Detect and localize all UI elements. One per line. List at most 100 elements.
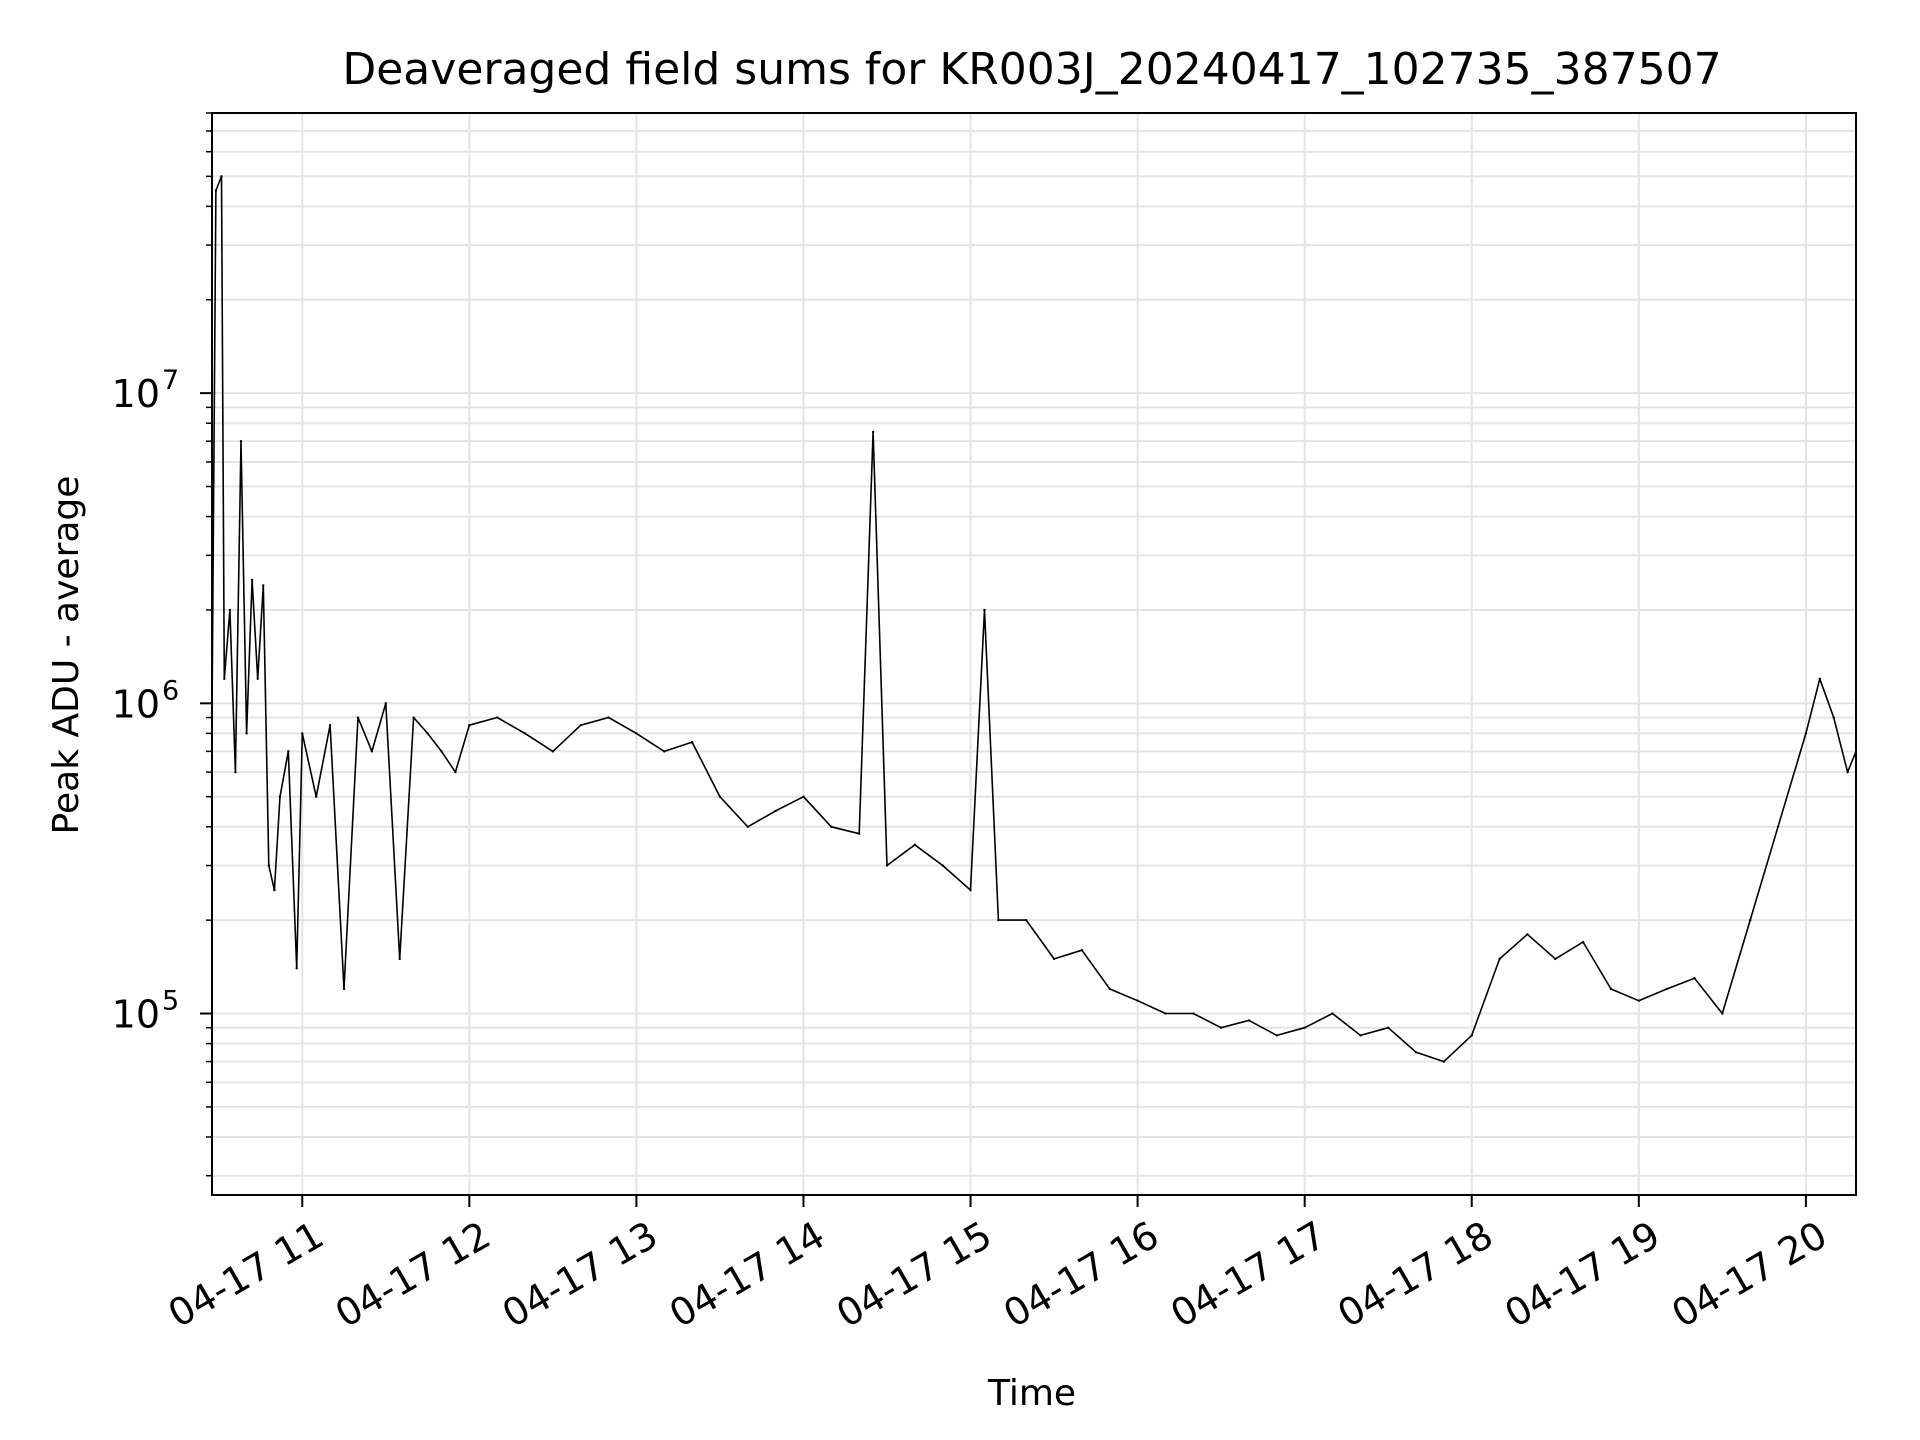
x-tick-label: 04-17 20 xyxy=(1664,1213,1834,1337)
data-point xyxy=(239,439,243,443)
data-point xyxy=(1387,1026,1390,1029)
data-point xyxy=(278,795,282,798)
data-point xyxy=(384,702,387,705)
data-point xyxy=(1665,987,1668,991)
x-tick-label: 04-17 13 xyxy=(495,1213,665,1337)
x-tick-label: 04-17 19 xyxy=(1497,1213,1667,1337)
data-point xyxy=(1136,999,1139,1002)
data-point xyxy=(250,578,254,582)
data-point xyxy=(579,724,582,727)
data-point xyxy=(774,809,777,813)
data-point xyxy=(287,750,290,753)
data-point xyxy=(301,732,304,735)
x-axis-title: Time xyxy=(987,1373,1076,1414)
data-point xyxy=(1164,1012,1167,1015)
data-point xyxy=(1693,976,1696,980)
data-point xyxy=(223,677,226,680)
data-point xyxy=(718,795,722,798)
data-point xyxy=(267,864,271,867)
data-point xyxy=(220,175,223,178)
data-point xyxy=(913,843,917,846)
x-tick-label: 04-17 18 xyxy=(1330,1213,1500,1337)
data-point xyxy=(997,918,1000,922)
data-point xyxy=(468,724,471,727)
data-point xyxy=(885,864,889,867)
data-point xyxy=(802,795,805,798)
data-point xyxy=(1498,957,1501,961)
data-point xyxy=(830,825,833,828)
data-point xyxy=(256,677,259,680)
data-point xyxy=(1804,732,1808,735)
data-point xyxy=(635,732,638,735)
data-point xyxy=(1818,677,1822,680)
data-point xyxy=(857,832,861,835)
data-point xyxy=(1359,1034,1362,1037)
data-point xyxy=(245,732,248,735)
data-point xyxy=(1442,1060,1446,1063)
data-point xyxy=(1108,987,1111,991)
data-point xyxy=(1303,1026,1306,1029)
data-point xyxy=(1748,918,1752,922)
y-axis-title: Peak ADU - average xyxy=(46,476,87,835)
data-point xyxy=(328,724,332,727)
data-point xyxy=(690,740,694,744)
data-point xyxy=(398,957,401,961)
data-point xyxy=(412,716,415,719)
x-tick-label: 04-17 14 xyxy=(662,1213,832,1337)
data-point xyxy=(1331,1012,1334,1015)
y-tick-label-exponent: 6 xyxy=(162,675,179,706)
series-layer xyxy=(210,175,1858,1063)
x-tick-label: 04-17 16 xyxy=(996,1213,1166,1337)
y-tick-label: 10 xyxy=(112,682,160,726)
y-tick-label-base: 10 xyxy=(112,682,160,726)
x-tick-label: 04-17 15 xyxy=(829,1213,999,1337)
data-point xyxy=(1275,1034,1279,1037)
data-point xyxy=(663,750,666,753)
y-tick-label-exponent: 5 xyxy=(162,986,179,1017)
y-tick-label: 10 xyxy=(112,993,160,1037)
data-point xyxy=(1609,987,1613,991)
y-tick-label-base: 10 xyxy=(112,993,160,1037)
data-point xyxy=(1581,940,1585,944)
data-point xyxy=(941,864,944,867)
data-point xyxy=(234,770,237,774)
data-point xyxy=(1637,999,1641,1002)
data-point xyxy=(342,987,346,991)
data-point xyxy=(969,888,972,892)
data-point xyxy=(1721,1012,1724,1015)
data-point xyxy=(1776,825,1780,828)
data-point xyxy=(983,608,986,612)
data-point xyxy=(1247,1019,1251,1022)
data-point xyxy=(273,888,276,892)
data-point xyxy=(871,430,875,434)
data-point xyxy=(214,189,218,192)
data-point xyxy=(426,732,429,735)
data-point xyxy=(440,750,443,753)
data-point xyxy=(1052,957,1056,961)
data-point xyxy=(1025,918,1028,922)
y-tick-label-exponent: 7 xyxy=(162,365,179,396)
chart-title: Deaveraged field sums for KR003J_2024041… xyxy=(342,44,1721,95)
data-point xyxy=(356,716,360,719)
data-point xyxy=(228,608,232,612)
data-point xyxy=(607,716,610,719)
x-tick-label: 04-17 11 xyxy=(161,1213,331,1337)
data-point xyxy=(1832,716,1835,719)
data-point xyxy=(523,732,527,735)
data-point xyxy=(495,716,499,719)
data-point xyxy=(1470,1034,1473,1037)
data-point xyxy=(370,750,374,753)
data-point xyxy=(551,750,555,753)
y-tick-label-base: 10 xyxy=(112,372,160,416)
data-point xyxy=(314,795,318,798)
data-point xyxy=(1192,1012,1195,1015)
data-point xyxy=(1846,770,1849,774)
plot-frame xyxy=(211,112,1857,1196)
data-point xyxy=(1219,1026,1223,1029)
data-point xyxy=(1080,949,1084,952)
data-point xyxy=(1526,933,1529,936)
x-tick-label: 04-17 12 xyxy=(328,1213,498,1337)
data-point xyxy=(262,584,265,587)
